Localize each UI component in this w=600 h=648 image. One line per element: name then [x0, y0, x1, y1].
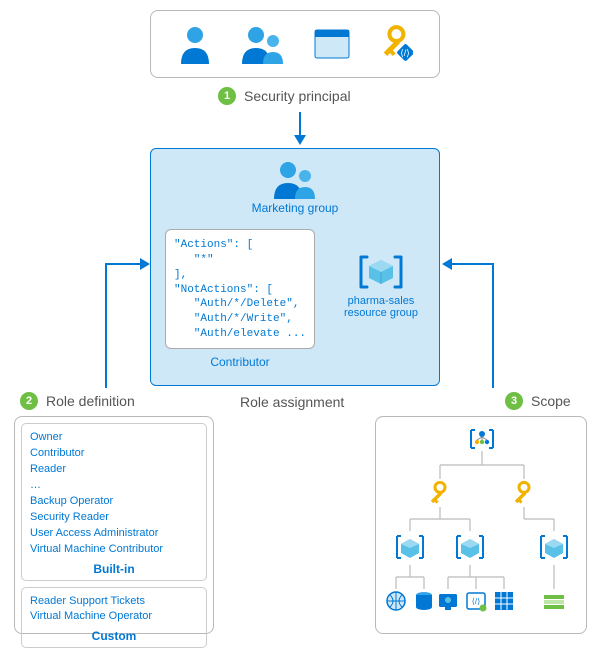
- role-definition-panel: Owner Contributor Reader … Backup Operat…: [14, 416, 214, 634]
- resource-db-icon: [416, 592, 432, 610]
- role-assignment-panel: Marketing group "Actions": [ "*" ], "Not…: [150, 148, 440, 386]
- custom-role-item: Reader Support Tickets: [30, 594, 198, 610]
- step1-badge: 1: [218, 87, 236, 105]
- subscription-key-icon: [509, 480, 534, 505]
- resource-web-icon: [387, 592, 405, 610]
- step1-label-row: 1 Security principal: [218, 87, 351, 105]
- step1-label: Security principal: [244, 88, 351, 104]
- resource-group-label-2: resource group: [331, 307, 431, 319]
- marketing-group-icon: [272, 159, 318, 199]
- security-principal-panel: ⟨/⟩: [150, 10, 440, 78]
- scope-panel: ⟨/⟩: [375, 416, 587, 634]
- subscription-key-icon: [425, 480, 450, 505]
- user-icon: [177, 24, 213, 64]
- step3-badge: 3: [505, 392, 523, 410]
- scope-hierarchy-diagram: ⟨/⟩: [376, 417, 588, 635]
- custom-title: Custom: [30, 629, 198, 643]
- builtin-role-item: …: [30, 478, 198, 494]
- app-icon: [314, 29, 350, 59]
- builtin-role-item: Owner: [30, 430, 198, 446]
- group-icon: [240, 24, 286, 64]
- arrow-left-to-center-icon: [97, 258, 155, 398]
- builtin-role-item: Contributor: [30, 446, 198, 462]
- contributor-label: Contributor: [165, 355, 315, 369]
- builtin-role-item: Reader: [30, 462, 198, 478]
- builtin-role-item: Security Reader: [30, 510, 198, 526]
- svg-text:⟨/⟩: ⟨/⟩: [400, 48, 410, 58]
- resource-monitor-icon: [439, 594, 457, 610]
- step2-badge: 2: [20, 392, 38, 410]
- key-icon: ⟨/⟩: [377, 24, 413, 64]
- arrow-down-icon: [291, 112, 309, 146]
- arrow-right-to-center-icon: [438, 258, 502, 398]
- builtin-role-item: Virtual Machine Contributor: [30, 542, 198, 558]
- rg-node-icon: [541, 536, 567, 558]
- resource-storage-icon: [544, 595, 564, 609]
- step3-label-row: 3 Scope: [505, 392, 571, 410]
- mgmt-group-icon: [471, 430, 493, 448]
- step3-label: Scope: [531, 393, 571, 409]
- resource-grid-icon: [495, 592, 513, 610]
- resource-group-label-1: pharma-sales: [331, 295, 431, 307]
- marketing-group-label: Marketing group: [151, 201, 439, 215]
- resource-code-icon: ⟨/⟩: [467, 593, 487, 612]
- builtin-role-item: User Access Administrator: [30, 526, 198, 542]
- builtin-title: Built-in: [30, 562, 198, 576]
- builtin-role-item: Backup Operator: [30, 494, 198, 510]
- rg-node-icon: [457, 536, 483, 558]
- svg-text:⟨/⟩: ⟨/⟩: [472, 597, 480, 606]
- role-assignment-label: Role assignment: [240, 394, 344, 410]
- rg-node-icon: [397, 536, 423, 558]
- custom-role-item: Virtual Machine Operator: [30, 609, 198, 625]
- resource-group-icon: [356, 251, 406, 293]
- contributor-code-box: "Actions": [ "*" ], "NotActions": [ "Aut…: [165, 229, 315, 349]
